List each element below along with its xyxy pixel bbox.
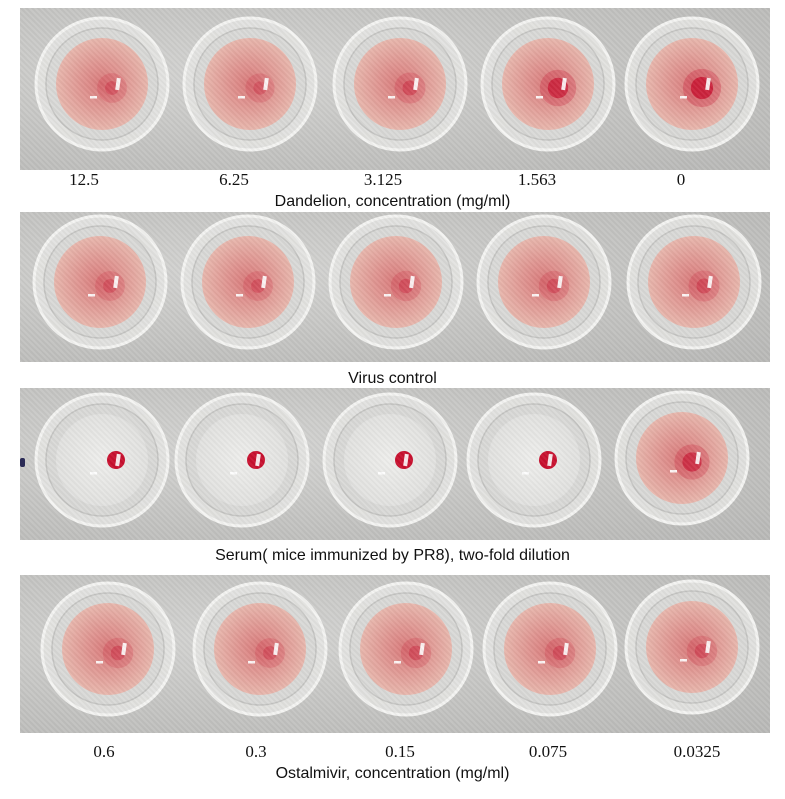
- well: [172, 390, 312, 530]
- ostalmivir-plate-photo: [20, 575, 770, 733]
- panel-caption: Ostalmivir, concentration (mg/ml): [275, 765, 510, 782]
- well: [330, 14, 470, 154]
- well: [326, 212, 466, 352]
- concentration-label: 0.6: [93, 742, 115, 761]
- well: [190, 579, 330, 719]
- well: [320, 390, 460, 530]
- well: [38, 579, 178, 719]
- well: [612, 388, 752, 528]
- well: [622, 14, 762, 154]
- concentration-label: 3.125: [363, 170, 403, 189]
- well: [474, 212, 614, 352]
- well: [32, 390, 172, 530]
- concentration-label: 0.3: [245, 742, 267, 761]
- serum-plate-photo: [20, 388, 770, 540]
- well: [622, 577, 762, 717]
- well: [30, 212, 170, 352]
- concentration-label: 1.563: [517, 170, 557, 189]
- virus-control-plate-photo: [20, 212, 770, 362]
- well: [178, 212, 318, 352]
- concentration-label: 6.25: [219, 170, 249, 189]
- dandelion-plate-photo: [20, 8, 770, 170]
- panel-caption: Dandelion, concentration (mg/ml): [274, 193, 511, 210]
- well: [336, 579, 476, 719]
- well: [624, 212, 764, 352]
- pen-mark: [20, 458, 25, 467]
- panel-caption: Serum( mice immunized by PR8), two-fold …: [215, 547, 570, 564]
- concentration-label: 0: [676, 170, 686, 189]
- concentration-label: 0.15: [385, 742, 415, 761]
- concentration-label: 0.075: [528, 742, 568, 761]
- concentration-label: 12.5: [69, 170, 99, 189]
- concentration-label: 0.0325: [673, 742, 721, 761]
- well: [480, 579, 620, 719]
- well: [464, 390, 604, 530]
- panel-caption: Virus control: [348, 370, 437, 387]
- well: [32, 14, 172, 154]
- well: [180, 14, 320, 154]
- well: [478, 14, 618, 154]
